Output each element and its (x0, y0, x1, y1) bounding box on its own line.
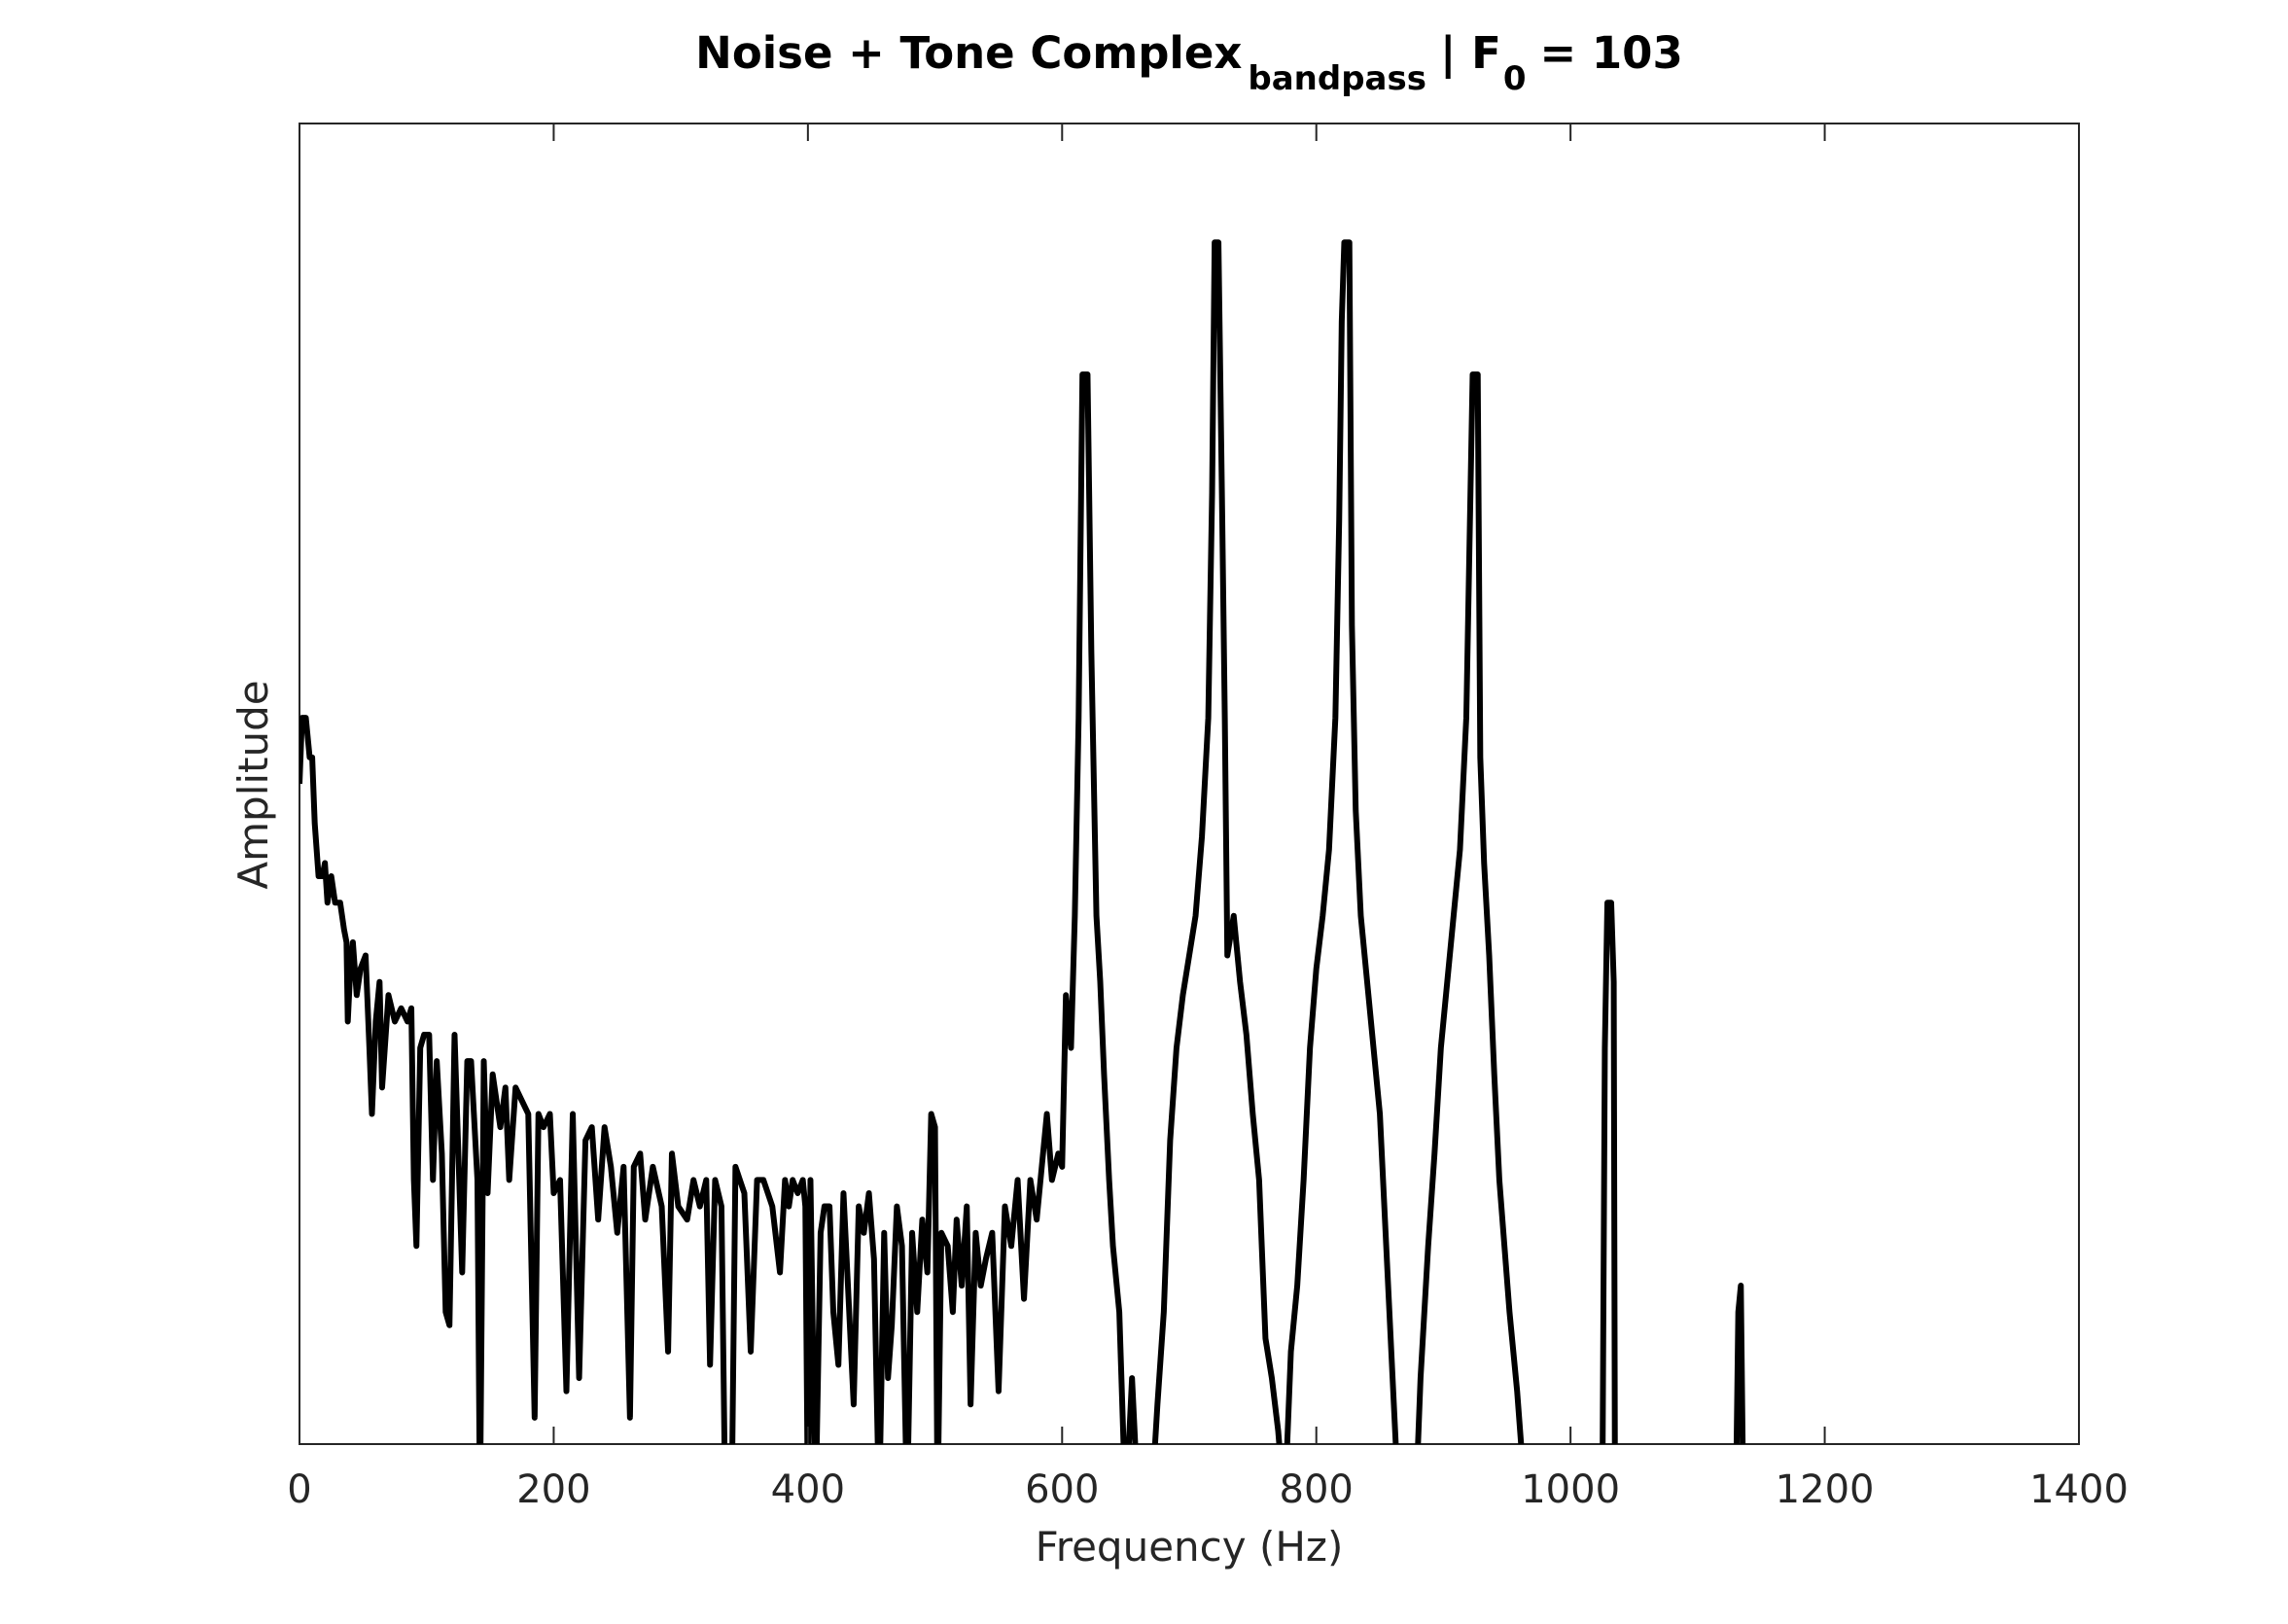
title-param: | F (1440, 27, 1501, 79)
title-param-subscript: 0 (1503, 59, 1527, 98)
plot-area (299, 239, 1746, 1444)
x-tick-label: 400 (771, 1467, 845, 1512)
title-value: = 103 (1540, 27, 1683, 79)
x-tick-label: 1000 (1521, 1467, 1620, 1512)
x-axis-label: Frequency (Hz) (1036, 1523, 1344, 1571)
chart-title: Noise + Tone Complex bandpass | F0 = 103 (695, 27, 1683, 98)
x-tick-label: 600 (1025, 1467, 1099, 1512)
x-tick-label: 800 (1280, 1467, 1354, 1512)
x-tick-label: 200 (516, 1467, 590, 1512)
x-tick-label: 1200 (1776, 1467, 1875, 1512)
x-tick-label: 1400 (2029, 1467, 2129, 1512)
x-tick-label: 0 (287, 1467, 311, 1512)
y-axis-label: Amplitude (229, 680, 277, 889)
title-main: Noise + Tone Complex (695, 27, 1242, 79)
title-subscript: bandpass (1248, 59, 1426, 98)
data-line (299, 239, 1746, 1444)
